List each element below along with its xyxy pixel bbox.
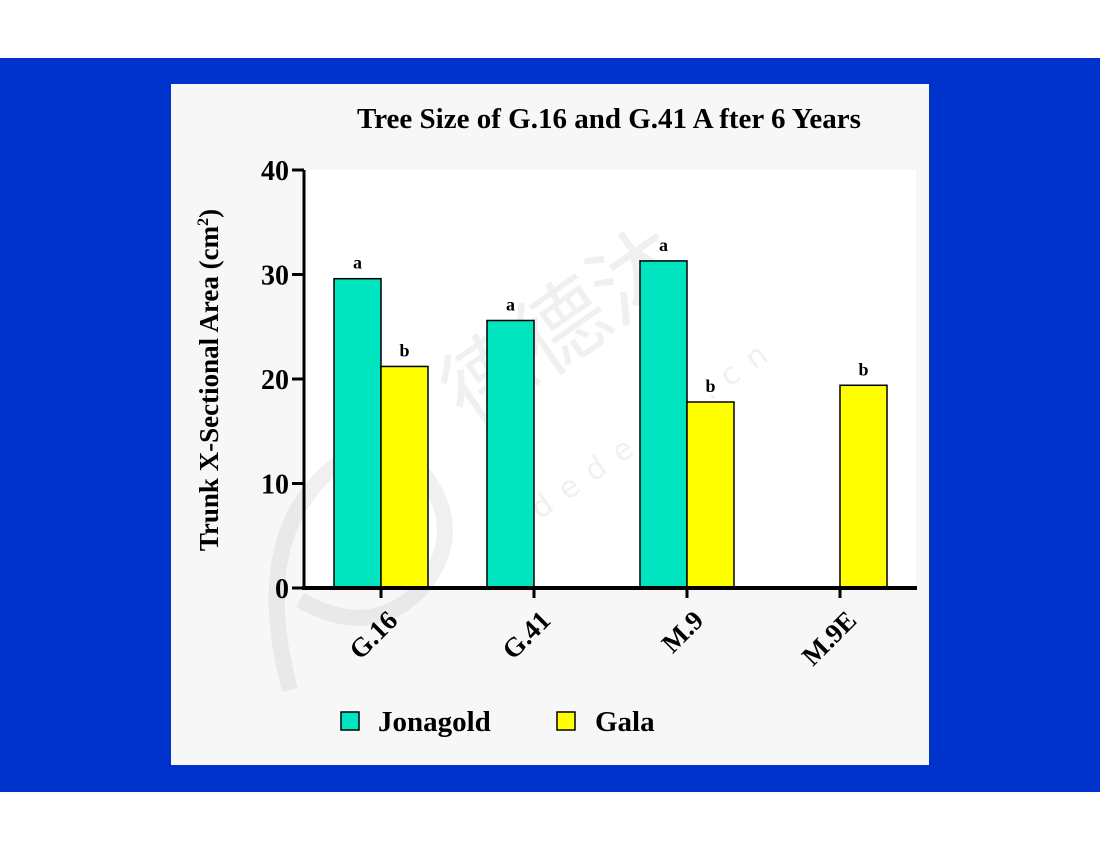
x-tick-label: G.41 [496, 605, 556, 665]
bar-letter-label: a [659, 235, 668, 255]
legend: Jonagold Gala [340, 706, 655, 738]
bar-letter-label: b [399, 340, 409, 360]
y-axis-label: Trunk X-Sectional Area (cm2) [194, 209, 224, 551]
bar-jonagold-m9 [639, 260, 688, 589]
y-axis-label-superscript: 2 [195, 218, 212, 226]
y-tick-label: 20 [261, 365, 289, 396]
y-tick-label: 10 [261, 470, 289, 501]
bar-jonagold-g16 [333, 277, 382, 589]
x-tick-label: M.9 [656, 605, 710, 659]
bar-jonagold-g41 [486, 319, 535, 589]
bar-gala-m9 [686, 401, 735, 589]
x-ticks-group: G.16 G.41 M.9 M.9E [343, 588, 862, 671]
y-axis-label-close: ) [194, 209, 224, 218]
y-tick-label: 30 [261, 261, 289, 292]
bar-letter-label: a [353, 253, 362, 273]
bar-gala-m9e [839, 384, 888, 589]
y-tick-label: 0 [275, 574, 289, 605]
bars-group [333, 260, 888, 589]
bar-letter-label: b [858, 359, 868, 379]
y-ticks-group: 0 10 20 30 40 [261, 156, 304, 605]
bar-gala-g16 [380, 365, 429, 589]
legend-label-gala: Gala [595, 706, 655, 738]
legend-label-jonagold: Jonagold [378, 706, 491, 738]
bar-letter-label: b [705, 376, 715, 396]
y-axis-label-text: Trunk X-Sectional Area (cm [194, 225, 224, 551]
chart-title: Tree Size of G.16 and G.41 A fter 6 Year… [357, 103, 861, 135]
legend-swatch-gala [556, 711, 576, 731]
legend-swatch-jonagold [340, 711, 360, 731]
bar-letter-labels: a b a a b b [353, 235, 869, 396]
bar-letter-label: a [506, 294, 515, 314]
x-tick-label: M.9E [796, 605, 862, 671]
y-tick-label: 40 [261, 156, 289, 187]
